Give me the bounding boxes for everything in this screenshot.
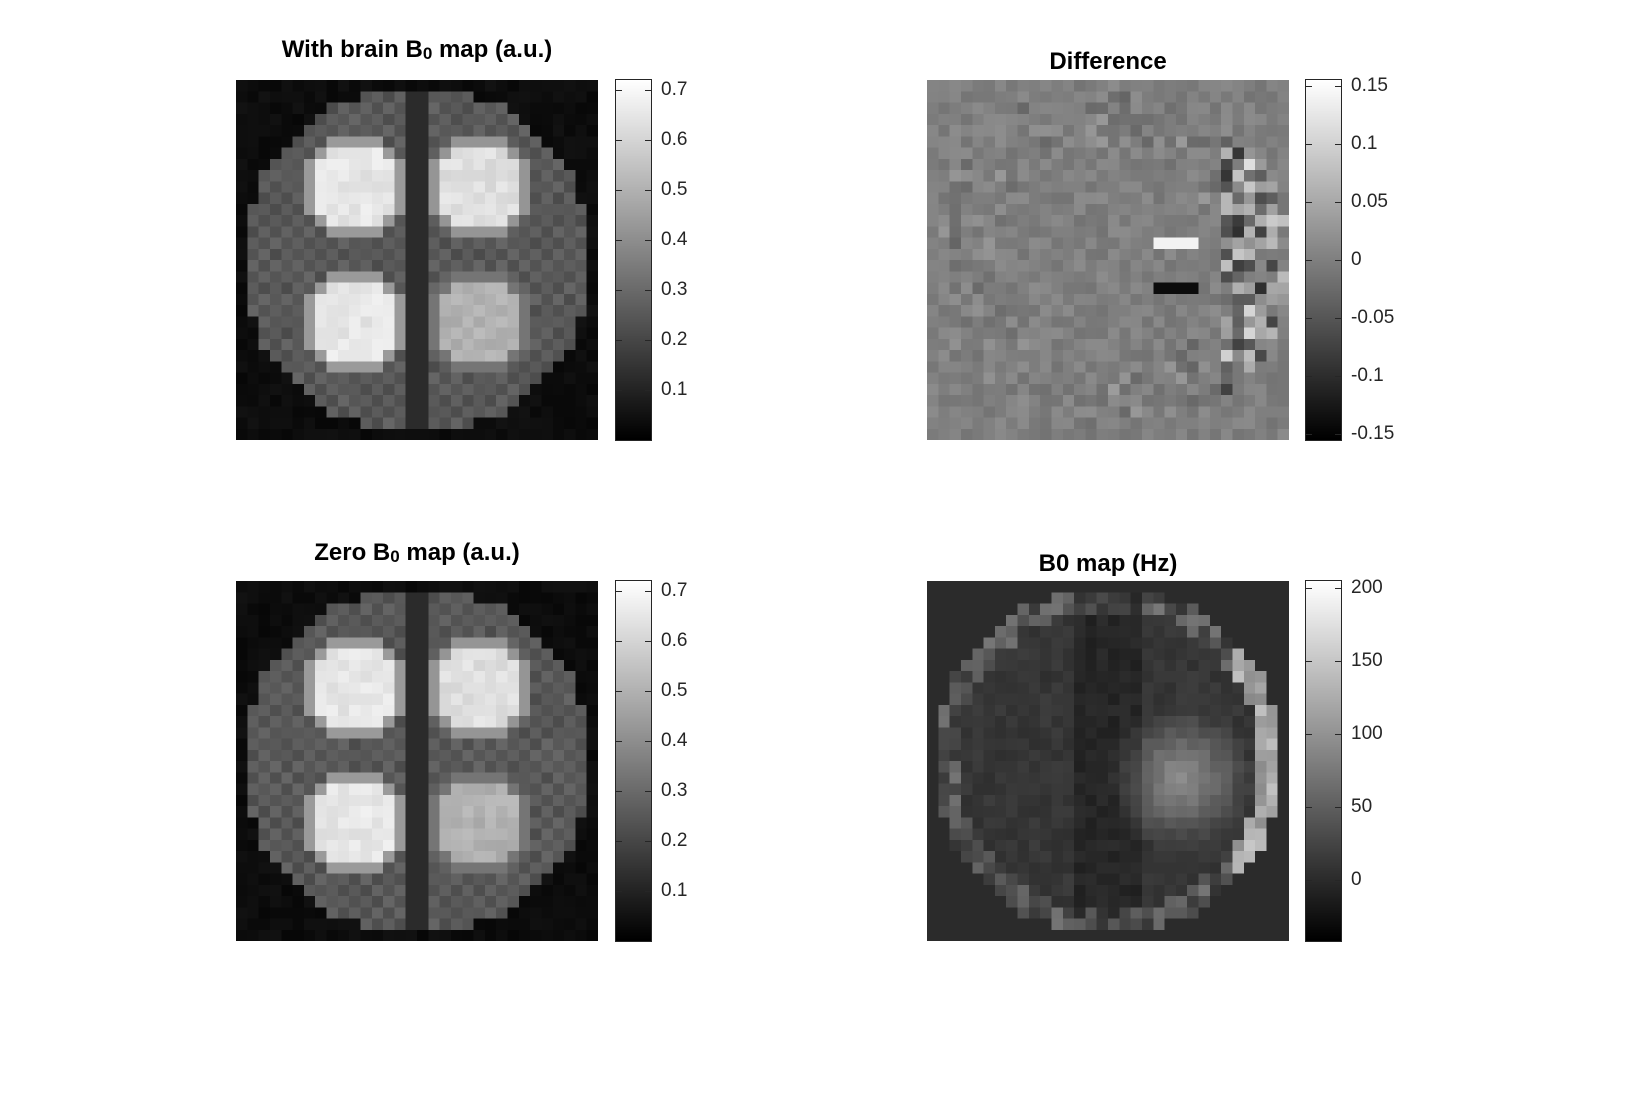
colorbar-tick-label: 0.3 [661, 279, 688, 300]
colorbar-tick-mark [616, 340, 622, 341]
colorbar-b0-map [1305, 580, 1342, 942]
colorbar-tick-mark [645, 691, 651, 692]
colorbar-tick-label: -0.15 [1351, 423, 1395, 444]
panel-title-difference: Difference [927, 48, 1289, 76]
colorbar-tick-mark [1335, 807, 1341, 808]
colorbar-zero-b0 [615, 580, 652, 942]
colorbar-tick-mark [645, 90, 651, 91]
colorbar-tick-label: 0.5 [661, 680, 688, 701]
colorbar-tick-mark [616, 891, 622, 892]
title-main: Difference [1049, 48, 1167, 75]
colorbar-tick-mark [1306, 807, 1312, 808]
colorbar-tick-mark [616, 691, 622, 692]
colorbar-tick-label: 0.4 [661, 229, 688, 250]
colorbar-tick-label: 100 [1351, 723, 1383, 744]
heatmap-image-zero-b0 [236, 581, 598, 941]
heatmap-image-difference [927, 80, 1289, 440]
colorbar-tick-mark [1306, 260, 1312, 261]
heatmap-image-with-brain [236, 80, 598, 440]
colorbar-tick-mark [645, 641, 651, 642]
colorbar-tick-mark [1306, 318, 1312, 319]
colorbar-tick-mark [1306, 376, 1312, 377]
colorbar-tick-label: 0.1 [661, 379, 688, 400]
colorbar-tick-mark [1306, 202, 1312, 203]
colorbar-tick-mark [616, 240, 622, 241]
colorbar-tick-label: 0 [1351, 249, 1362, 270]
colorbar-tick-label: 0.3 [661, 780, 688, 801]
colorbar-tick-mark [1335, 661, 1341, 662]
colorbar-tick-mark [616, 90, 622, 91]
colorbar-tick-mark [645, 340, 651, 341]
colorbar-tick-label: -0.05 [1351, 307, 1395, 328]
colorbar-tick-mark [645, 390, 651, 391]
colorbar-tick-mark [1306, 86, 1312, 87]
colorbar-tick-mark [1306, 880, 1312, 881]
colorbar-tick-mark [1335, 376, 1341, 377]
colorbar-tick-mark [616, 641, 622, 642]
colorbar-tick-mark [616, 741, 622, 742]
colorbar-tick-mark [1335, 202, 1341, 203]
panel-title-b0-map: B0 map (Hz) [927, 550, 1289, 578]
colorbar-tick-mark [1335, 734, 1341, 735]
title-subscript: 0 [422, 44, 433, 63]
colorbar-tick-mark [1335, 144, 1341, 145]
colorbar-tick-label: 0.7 [661, 580, 688, 601]
colorbar-with-brain [615, 79, 652, 441]
colorbar-tick-mark [645, 240, 651, 241]
colorbar-tick-label: 0.6 [661, 630, 688, 651]
colorbar-tick-mark [1306, 434, 1312, 435]
colorbar-tick-label: 0.15 [1351, 75, 1388, 96]
heatmap-image-b0-map [927, 581, 1289, 941]
colorbar-tick-mark [616, 591, 622, 592]
colorbar-tick-mark [616, 190, 622, 191]
colorbar-tick-mark [1335, 880, 1341, 881]
colorbar-tick-mark [1306, 661, 1312, 662]
colorbar-tick-mark [1306, 734, 1312, 735]
colorbar-tick-mark [645, 741, 651, 742]
colorbar-tick-label: 150 [1351, 650, 1383, 671]
panel-title-with-brain: With brain B0 map (a.u.) [236, 36, 598, 64]
title-suffix: map (a.u.) [432, 36, 553, 63]
colorbar-tick-mark [645, 891, 651, 892]
colorbar-tick-mark [1335, 86, 1341, 87]
colorbar-tick-label: 0.7 [661, 79, 688, 100]
title-main: B0 map (Hz) [1038, 550, 1178, 577]
colorbar-tick-label: 0.1 [661, 880, 688, 901]
colorbar-tick-label: 200 [1351, 577, 1383, 598]
colorbar-tick-mark [1306, 144, 1312, 145]
colorbar-tick-mark [616, 140, 622, 141]
colorbar-tick-label: 0.05 [1351, 191, 1388, 212]
title-subscript: 0 [390, 547, 400, 566]
colorbar-tick-label: 0.5 [661, 179, 688, 200]
colorbar-tick-mark [645, 591, 651, 592]
colorbar-tick-mark [645, 290, 651, 291]
colorbar-tick-mark [645, 841, 651, 842]
colorbar-tick-mark [645, 190, 651, 191]
colorbar-tick-label: 0.4 [661, 730, 688, 751]
panel-title-zero-b0: Zero B0 map (a.u.) [236, 539, 598, 567]
colorbar-tick-mark [616, 841, 622, 842]
colorbar-tick-label: 0.1 [1351, 133, 1378, 154]
colorbar-tick-mark [616, 290, 622, 291]
colorbar-tick-label: 0 [1351, 869, 1362, 890]
colorbar-tick-mark [616, 791, 622, 792]
title-suffix: map (a.u.) [399, 539, 520, 566]
title-main: With brain B [281, 36, 423, 63]
colorbar-tick-label: -0.1 [1351, 365, 1384, 386]
colorbar-tick-mark [1335, 434, 1341, 435]
title-main: Zero B [314, 539, 391, 566]
colorbar-tick-mark [1335, 260, 1341, 261]
colorbar-tick-label: 0.2 [661, 329, 688, 350]
colorbar-tick-mark [645, 791, 651, 792]
colorbar-tick-label: 0.2 [661, 830, 688, 851]
colorbar-tick-mark [1335, 318, 1341, 319]
colorbar-tick-mark [1306, 588, 1312, 589]
colorbar-tick-mark [645, 140, 651, 141]
colorbar-tick-mark [1335, 588, 1341, 589]
colorbar-tick-label: 50 [1351, 796, 1373, 817]
colorbar-tick-mark [616, 390, 622, 391]
colorbar-tick-label: 0.6 [661, 129, 688, 150]
